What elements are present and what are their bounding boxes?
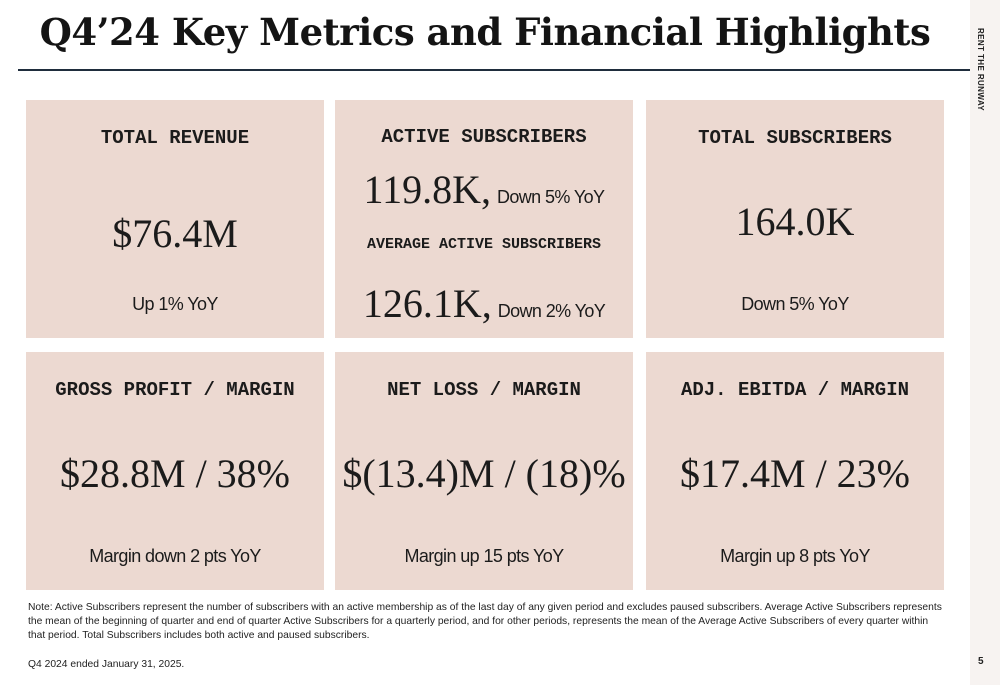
card-title: ADJ. EBITDA / MARGIN (680, 379, 910, 401)
card-title: GROSS PROFIT / MARGIN (55, 379, 295, 401)
title-divider (18, 69, 970, 71)
card-gross-profit: GROSS PROFIT / MARGIN $28.8M / 38% Margi… (26, 352, 324, 590)
card-total-subscribers: TOTAL SUBSCRIBERS 164.0K Down 5% YoY (646, 100, 944, 338)
card-net-loss: NET LOSS / MARGIN $(13.4)M / (18)% Margi… (335, 352, 633, 590)
card-title: TOTAL REVENUE (100, 127, 250, 149)
brand-label: RENT THE RUNWAY (976, 28, 985, 112)
card-value: $17.4M / 23% (680, 451, 910, 496)
sidebar (970, 0, 1000, 685)
card-value: $(13.4)M / (18)% (342, 451, 626, 496)
card-secondary-title: AVERAGE ACTIVE SUBSCRIBERS (366, 236, 602, 253)
card-value: 164.0K (735, 199, 855, 244)
card-secondary-change: Down 2% YoY (497, 301, 606, 321)
card-subtext: Margin up 15 pts YoY (404, 546, 564, 566)
card-title: TOTAL SUBSCRIBERS (698, 127, 892, 149)
period-end-note: Q4 2024 ended January 31, 2025. (28, 659, 185, 670)
card-subtext: Up 1% YoY (132, 294, 218, 314)
card-subtext: Down 5% YoY (741, 294, 849, 314)
card-adj-ebitda: ADJ. EBITDA / MARGIN $17.4M / 23% Margin… (646, 352, 944, 590)
page-number: 5 (978, 656, 984, 667)
average-active-subscribers-row: 126.1K, Down 2% YoY (335, 280, 633, 327)
card-value: $76.4M (112, 211, 238, 256)
active-subscribers-row: 119.8K, Down 5% YoY (335, 166, 633, 213)
card-secondary-value: 126.1K, (362, 281, 492, 326)
card-title: ACTIVE SUBSCRIBERS (381, 126, 587, 148)
card-value: $28.8M / 38% (60, 451, 290, 496)
card-subtext: Margin down 2 pts YoY (89, 546, 261, 566)
card-total-revenue: TOTAL REVENUE $76.4M Up 1% YoY (26, 100, 324, 338)
footnote-definitions: Note: Active Subscribers represent the n… (28, 602, 942, 641)
page-title: Q4’24 Key Metrics and Financial Highligh… (39, 10, 931, 54)
card-value: 119.8K, (363, 167, 491, 212)
card-title: NET LOSS / MARGIN (387, 379, 581, 401)
card-subtext: Margin up 8 pts YoY (720, 546, 870, 566)
card-active-subscribers: ACTIVE SUBSCRIBERS 119.8K, Down 5% YoY AV… (335, 100, 633, 338)
card-change: Down 5% YoY (496, 187, 605, 207)
